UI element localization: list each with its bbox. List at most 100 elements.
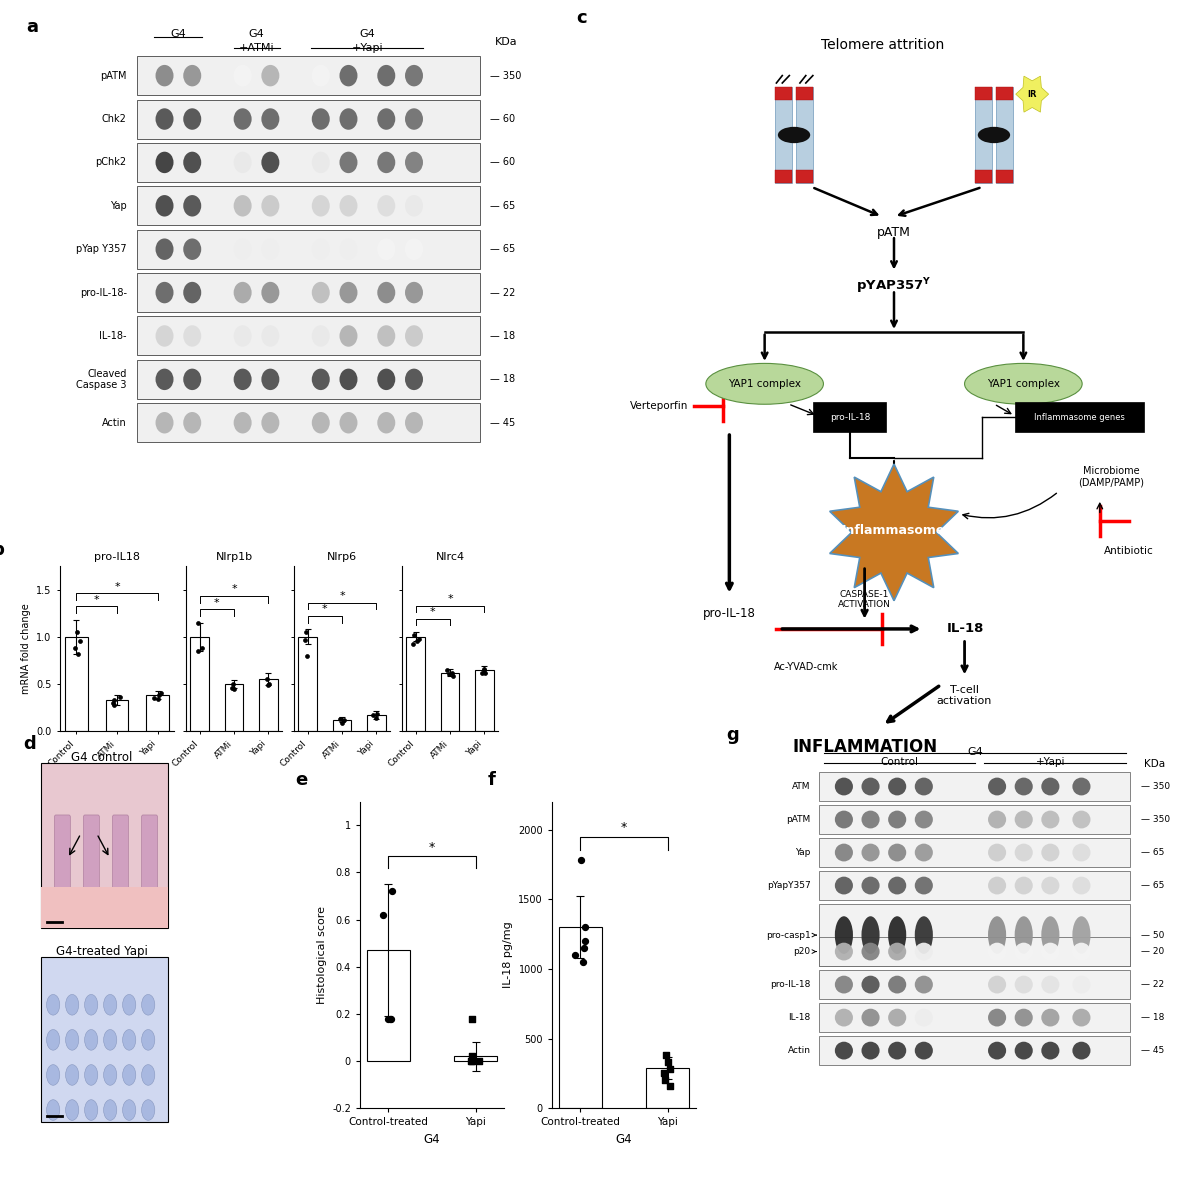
Circle shape bbox=[142, 1100, 155, 1120]
Bar bbox=[137, 316, 480, 356]
Point bbox=[104, 693, 124, 712]
Text: YAP1 complex: YAP1 complex bbox=[728, 378, 802, 389]
Text: Cleaved
Caspase 3: Cleaved Caspase 3 bbox=[77, 369, 127, 390]
Ellipse shape bbox=[914, 778, 932, 796]
Text: Antibiotic: Antibiotic bbox=[1104, 546, 1154, 556]
Ellipse shape bbox=[862, 1042, 880, 1060]
Point bbox=[407, 632, 426, 651]
Text: G4: G4 bbox=[170, 29, 186, 39]
Text: — 18: — 18 bbox=[490, 375, 515, 384]
Text: p20: p20 bbox=[793, 947, 816, 956]
Point bbox=[654, 1063, 673, 1082]
FancyBboxPatch shape bbox=[54, 815, 71, 922]
Bar bbox=[820, 804, 1130, 835]
Ellipse shape bbox=[835, 778, 853, 796]
Ellipse shape bbox=[184, 282, 202, 303]
Ellipse shape bbox=[1042, 877, 1060, 895]
Bar bbox=[41, 957, 168, 1122]
Bar bbox=[137, 360, 480, 399]
Ellipse shape bbox=[377, 195, 395, 217]
Ellipse shape bbox=[234, 411, 252, 434]
Text: — 65: — 65 bbox=[1141, 848, 1165, 857]
Point bbox=[188, 613, 208, 632]
Text: e: e bbox=[295, 771, 307, 789]
Text: IL-18-: IL-18- bbox=[100, 331, 127, 341]
Bar bbox=[797, 170, 812, 183]
Text: — 20: — 20 bbox=[1141, 947, 1165, 956]
X-axis label: G4: G4 bbox=[424, 1133, 440, 1146]
Ellipse shape bbox=[888, 844, 906, 862]
Bar bbox=[1014, 402, 1144, 432]
Ellipse shape bbox=[988, 877, 1006, 895]
Ellipse shape bbox=[978, 127, 1010, 143]
Ellipse shape bbox=[862, 844, 880, 862]
Ellipse shape bbox=[1015, 976, 1033, 994]
Ellipse shape bbox=[234, 238, 252, 259]
Title: pro-IL18: pro-IL18 bbox=[94, 553, 140, 562]
Text: pATM: pATM bbox=[101, 71, 127, 80]
Bar bbox=[820, 870, 1130, 901]
Text: +Yapi: +Yapi bbox=[352, 42, 383, 53]
Ellipse shape bbox=[888, 877, 906, 895]
Point bbox=[472, 663, 491, 681]
Ellipse shape bbox=[312, 152, 330, 173]
Bar bbox=[775, 170, 792, 183]
Point bbox=[409, 630, 428, 648]
Ellipse shape bbox=[1015, 844, 1033, 862]
Point bbox=[68, 644, 88, 663]
Ellipse shape bbox=[406, 411, 422, 434]
Point bbox=[71, 632, 90, 651]
Point bbox=[655, 1071, 674, 1089]
Ellipse shape bbox=[156, 411, 174, 434]
Ellipse shape bbox=[1073, 1042, 1091, 1060]
Y-axis label: IL-18 pg/mg: IL-18 pg/mg bbox=[503, 922, 512, 988]
Text: Inflammasome genes: Inflammasome genes bbox=[1033, 413, 1124, 422]
Ellipse shape bbox=[1015, 811, 1033, 829]
Bar bbox=[65, 637, 88, 731]
Ellipse shape bbox=[184, 238, 202, 259]
Ellipse shape bbox=[156, 65, 174, 86]
Text: pATM: pATM bbox=[786, 815, 811, 824]
Text: $\mathbf{pYAP357^Y}$: $\mathbf{pYAP357^Y}$ bbox=[857, 276, 931, 296]
Ellipse shape bbox=[988, 778, 1006, 796]
Ellipse shape bbox=[377, 325, 395, 347]
Point bbox=[474, 660, 493, 679]
Point bbox=[224, 680, 244, 699]
Bar bbox=[996, 87, 1013, 183]
Ellipse shape bbox=[262, 152, 280, 173]
Polygon shape bbox=[829, 465, 959, 601]
Bar bbox=[106, 700, 128, 731]
Text: — 50: — 50 bbox=[1141, 930, 1165, 940]
Ellipse shape bbox=[988, 976, 1006, 994]
Point bbox=[659, 1053, 678, 1072]
Ellipse shape bbox=[340, 195, 358, 217]
Text: — 60: — 60 bbox=[490, 158, 515, 167]
Ellipse shape bbox=[234, 369, 252, 390]
Ellipse shape bbox=[234, 282, 252, 303]
Ellipse shape bbox=[862, 943, 880, 961]
Circle shape bbox=[142, 1029, 155, 1050]
Point bbox=[104, 696, 124, 714]
Ellipse shape bbox=[888, 1042, 906, 1060]
Ellipse shape bbox=[835, 844, 853, 862]
Bar bbox=[407, 637, 425, 731]
Ellipse shape bbox=[184, 152, 202, 173]
Text: *: * bbox=[340, 591, 344, 601]
Ellipse shape bbox=[406, 195, 422, 217]
Bar bbox=[646, 1068, 690, 1108]
Ellipse shape bbox=[1073, 916, 1091, 954]
Point bbox=[223, 674, 242, 693]
Bar bbox=[820, 936, 1130, 967]
Text: Ac-YVAD-cmk: Ac-YVAD-cmk bbox=[774, 663, 838, 672]
Ellipse shape bbox=[835, 877, 853, 895]
Text: ATM: ATM bbox=[792, 782, 811, 791]
Ellipse shape bbox=[1073, 877, 1091, 895]
Point bbox=[463, 1009, 482, 1028]
Ellipse shape bbox=[835, 1009, 853, 1027]
Ellipse shape bbox=[406, 108, 422, 130]
Ellipse shape bbox=[988, 1009, 1006, 1027]
Point bbox=[373, 905, 392, 924]
Text: G4: G4 bbox=[967, 747, 983, 757]
Bar bbox=[797, 87, 812, 100]
Ellipse shape bbox=[184, 325, 202, 347]
